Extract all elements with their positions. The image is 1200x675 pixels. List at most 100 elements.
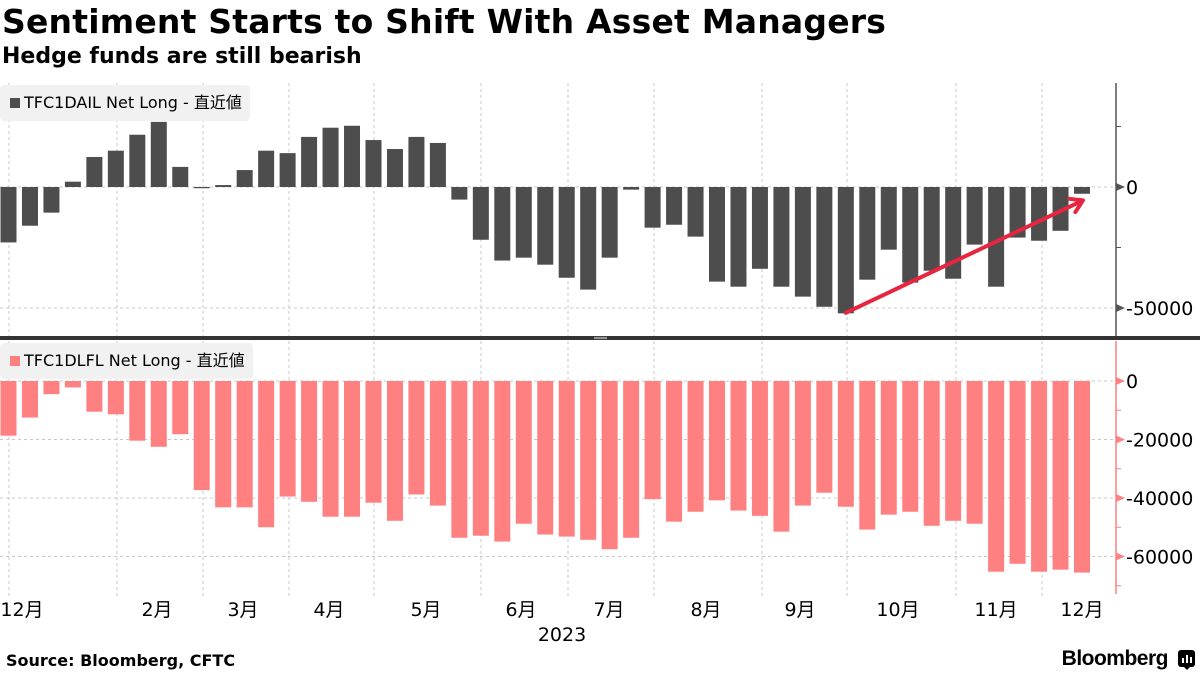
bar-top — [709, 187, 726, 282]
bar-top — [537, 187, 554, 265]
y-tick-marker — [1116, 377, 1125, 385]
bar-bottom — [408, 381, 425, 495]
bar-bottom — [623, 381, 640, 538]
bar-bottom — [86, 381, 103, 412]
bar-bottom — [837, 381, 854, 507]
bar-bottom — [945, 381, 962, 521]
y-tick-marker — [1116, 304, 1125, 312]
bar-bottom — [279, 381, 296, 497]
bar-top — [150, 121, 167, 187]
bar-top — [344, 125, 361, 187]
panel-divider — [0, 336, 1200, 340]
y-tick-marker — [1116, 183, 1125, 191]
bar-top — [837, 187, 854, 314]
y-tick-label-top: -50000 — [1126, 298, 1193, 320]
x-year-label: 2023 — [538, 624, 586, 646]
bar-top — [580, 187, 597, 290]
legend-swatch-top — [10, 98, 20, 108]
bar-top — [773, 187, 790, 287]
bar-top — [43, 187, 60, 213]
bar-top — [794, 187, 811, 297]
bar-bottom — [859, 381, 876, 530]
bar-top — [515, 187, 532, 258]
bar-bottom — [751, 381, 768, 516]
bar-top — [279, 153, 296, 187]
chart-title: Sentiment Starts to Shift With Asset Man… — [2, 2, 887, 41]
bar-bottom — [644, 381, 661, 500]
bar-bottom — [64, 381, 81, 388]
bar-bottom — [515, 381, 532, 524]
bar-bottom — [386, 381, 403, 521]
bottom-panel-bars — [0, 381, 1090, 573]
bar-bottom — [129, 381, 146, 441]
bar-bottom — [43, 381, 60, 395]
bar-bottom — [1009, 381, 1026, 564]
y-tick-label-bottom: 0 — [1126, 371, 1138, 393]
bar-top — [494, 187, 511, 261]
bar-bottom — [365, 381, 382, 503]
top-panel-bars — [0, 121, 1090, 314]
bar-top — [86, 156, 103, 187]
bar-top — [1031, 187, 1048, 241]
bar-bottom — [601, 381, 618, 550]
bar-bottom — [193, 381, 210, 491]
bar-top — [859, 187, 876, 280]
x-tick-label: 12月 — [0, 599, 43, 621]
legend-top: TFC1DAIL Net Long - 直近値 — [0, 85, 250, 121]
x-tick-label: 9月 — [784, 599, 815, 621]
bar-top — [601, 187, 618, 258]
trend-arrow-shaft — [843, 200, 1081, 315]
x-tick-label: 2月 — [141, 599, 172, 621]
bar-top — [107, 150, 124, 187]
bar-bottom — [537, 381, 554, 535]
bar-top — [816, 187, 833, 307]
y-tick-label-bottom: -40000 — [1126, 488, 1193, 510]
bar-top — [923, 187, 940, 271]
y-tick-marker — [1116, 494, 1125, 502]
bar-bottom — [215, 381, 232, 508]
bar-top — [258, 150, 275, 187]
bar-bottom — [687, 381, 704, 512]
bar-top — [236, 170, 253, 187]
bar-top — [644, 187, 661, 228]
x-tick-label: 6月 — [505, 599, 536, 621]
legend-label-top: TFC1DAIL Net Long - 直近値 — [24, 93, 242, 112]
y-tick-marker — [1116, 435, 1125, 444]
bar-top — [666, 187, 683, 225]
bar-bottom — [1074, 381, 1090, 573]
legend-bottom: TFC1DLFL Net Long - 直近値 — [0, 343, 253, 379]
bar-top — [64, 181, 81, 187]
x-tick-label: 12月 — [1060, 599, 1103, 621]
bar-bottom — [666, 381, 683, 522]
bar-top — [472, 187, 489, 240]
bar-bottom — [923, 381, 940, 526]
bar-bottom — [21, 381, 38, 418]
y-tick-label-top: 0 — [1126, 177, 1138, 199]
x-tick-label: 8月 — [690, 599, 721, 621]
bar-top — [880, 187, 897, 250]
bar-bottom — [709, 381, 726, 501]
bar-bottom — [966, 381, 983, 524]
x-tick-label: 5月 — [410, 599, 441, 621]
bar-top — [623, 187, 640, 190]
bar-top — [429, 142, 446, 187]
bar-top — [301, 136, 318, 187]
bar-top — [730, 187, 747, 287]
bar-top — [408, 136, 425, 187]
bar-bottom — [301, 381, 318, 502]
bar-bottom — [472, 381, 489, 536]
legend-label-bottom: TFC1DLFL Net Long - 直近値 — [24, 351, 245, 370]
bar-top — [687, 187, 704, 237]
bar-bottom — [322, 381, 339, 517]
axes-layer — [0, 83, 1200, 594]
bar-bottom — [150, 381, 167, 447]
x-tick-label: 11月 — [974, 599, 1017, 621]
bar-top — [945, 187, 962, 279]
bar-top — [172, 166, 189, 187]
axis-labels-layer: 0 -50000 0 -20000 -40000 -60000 12月 2月 3月 4月 5月 6月 7… — [0, 177, 1193, 646]
bar-bottom — [344, 381, 361, 517]
x-tick-label: 10月 — [876, 599, 919, 621]
bar-top — [751, 187, 768, 269]
bar-top — [365, 140, 382, 187]
bar-bottom — [107, 381, 124, 415]
